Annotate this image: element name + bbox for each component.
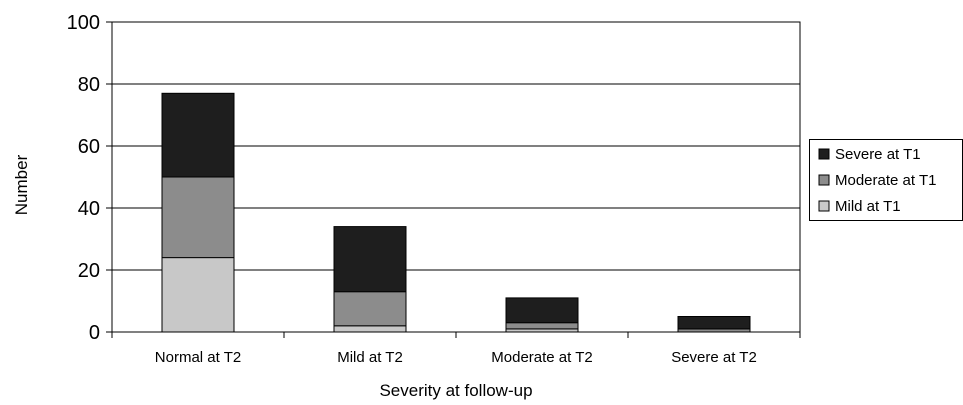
legend: Severe at T1 Moderate at T1 Mild at T1 xyxy=(809,139,963,221)
y-axis-tick-labels: 0 20 40 60 80 100 xyxy=(67,12,100,344)
bar-segment xyxy=(161,257,235,333)
y-tick-label: 0 xyxy=(89,322,100,344)
y-tick-label: 20 xyxy=(78,260,100,282)
y-tick-label: 60 xyxy=(78,136,100,158)
axes xyxy=(106,21,801,338)
x-tick-label: Mild at T2 xyxy=(337,349,403,366)
y-tick-label: 40 xyxy=(78,198,100,220)
bar-segment xyxy=(505,322,579,330)
legend-frame xyxy=(809,139,963,221)
x-tick-label: Moderate at T2 xyxy=(491,349,592,366)
legend-label: Moderate at T1 xyxy=(835,172,936,189)
bar-segment xyxy=(333,325,407,333)
x-axis-tick-labels: Normal at T2 Mild at T2 Moderate at T2 Seve… xyxy=(155,349,757,366)
bar-segment xyxy=(505,297,579,324)
legend-label: Severe at T1 xyxy=(835,146,921,163)
y-axis-label: Number xyxy=(12,154,31,215)
y-tick-label: 100 xyxy=(67,12,100,34)
bar-segment xyxy=(333,291,407,327)
y-tick-label: 80 xyxy=(78,74,100,96)
x-tick-label: Normal at T2 xyxy=(155,349,241,366)
legend-swatch xyxy=(818,200,830,212)
legend-label: Mild at T1 xyxy=(835,198,901,215)
legend-swatch xyxy=(818,174,830,186)
bar-segment xyxy=(161,92,235,178)
legend-swatch xyxy=(818,148,830,160)
x-axis-label: Severity at follow-up xyxy=(379,381,532,400)
bar-segment xyxy=(333,226,407,293)
bar-segment xyxy=(677,316,751,330)
x-tick-label: Severe at T2 xyxy=(671,349,757,366)
bar-stacks xyxy=(161,92,751,333)
bar-segment xyxy=(161,176,235,259)
